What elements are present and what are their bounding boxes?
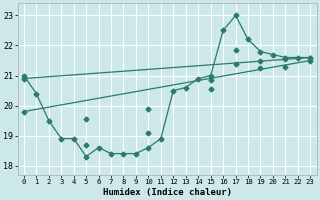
X-axis label: Humidex (Indice chaleur): Humidex (Indice chaleur): [103, 188, 232, 197]
